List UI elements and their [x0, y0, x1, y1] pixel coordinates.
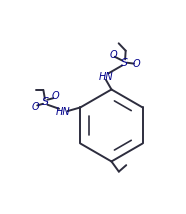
Text: O: O [109, 50, 117, 60]
Text: O: O [133, 59, 140, 69]
Text: O: O [52, 91, 59, 101]
Text: HN: HN [55, 107, 70, 117]
Text: HN: HN [99, 71, 113, 82]
Text: S: S [121, 58, 128, 68]
Text: O: O [31, 101, 39, 111]
Text: S: S [42, 97, 49, 107]
